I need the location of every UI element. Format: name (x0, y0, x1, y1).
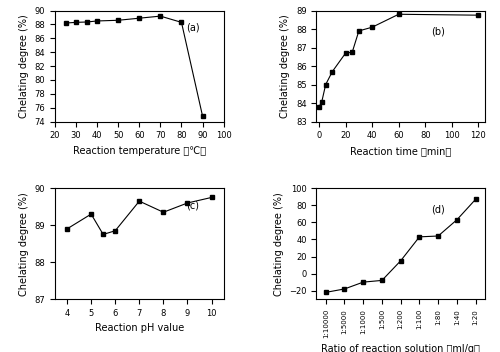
Text: (b): (b) (431, 27, 445, 37)
Y-axis label: Chelating degree (%): Chelating degree (%) (280, 14, 290, 118)
X-axis label: Reaction pH value: Reaction pH value (94, 323, 184, 333)
Y-axis label: Chelating degree (%): Chelating degree (%) (274, 192, 283, 296)
Text: (a): (a) (186, 23, 200, 32)
X-axis label: Ratio of reaction solution （ml/g）: Ratio of reaction solution （ml/g） (321, 344, 480, 352)
Y-axis label: Chelating degree (%): Chelating degree (%) (19, 14, 29, 118)
X-axis label: Reaction time （min）: Reaction time （min） (350, 146, 452, 156)
Text: (d): (d) (431, 205, 445, 215)
Y-axis label: Chelating degree (%): Chelating degree (%) (19, 192, 29, 296)
Text: (c): (c) (186, 200, 200, 210)
X-axis label: Reaction temperature （℃）: Reaction temperature （℃） (73, 146, 206, 156)
